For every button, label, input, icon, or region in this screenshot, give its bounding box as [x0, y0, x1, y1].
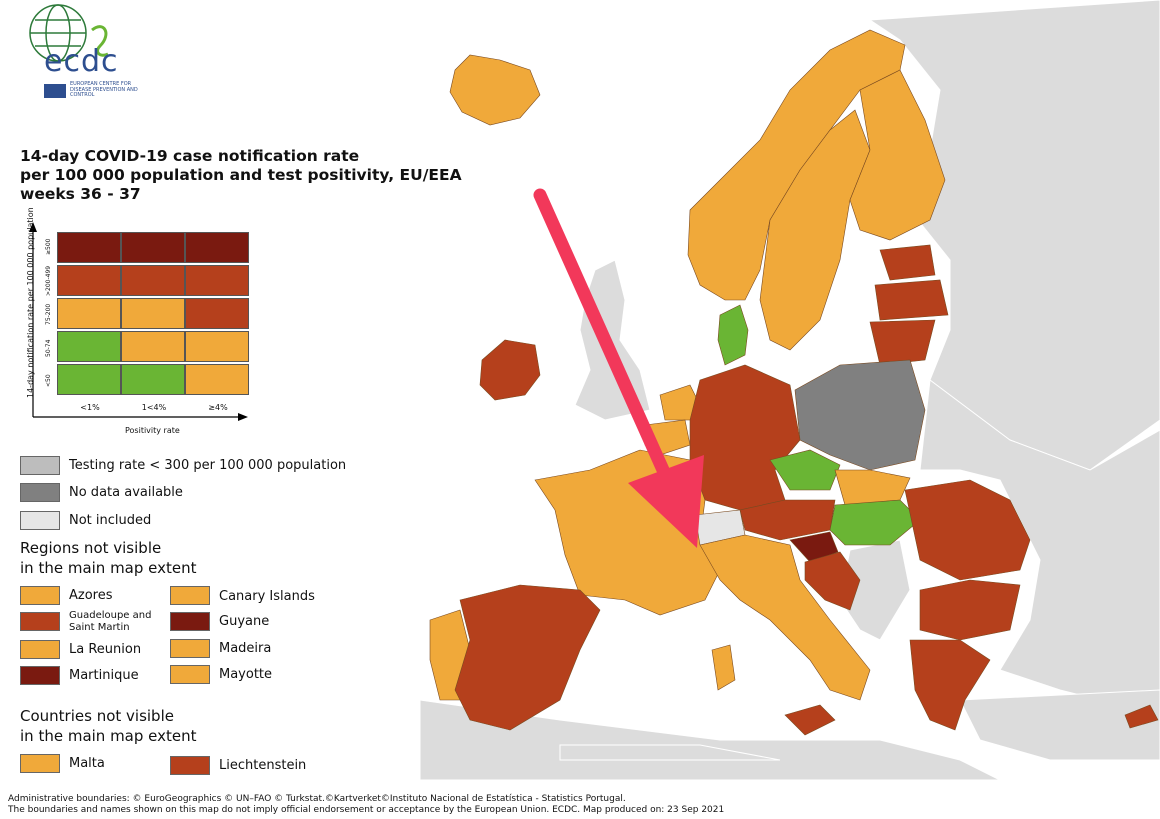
legend-swatch-no-data — [20, 483, 60, 502]
matrix-cell — [57, 364, 121, 395]
matrix-y-tick: 50-74 — [45, 339, 52, 357]
country-denmark — [717, 304, 749, 366]
ecdc-globe-icon — [29, 4, 109, 62]
region-swatch-la-reunion — [20, 640, 60, 659]
matrix-x-tick: 1<4% — [141, 403, 167, 412]
countries-heading-line-1: Countries not visible — [20, 707, 174, 725]
country-iceland — [449, 54, 541, 126]
matrix-y-label: 14-day notification rate per 100 000 pop… — [26, 207, 35, 398]
matrix-cell — [121, 232, 185, 263]
matrix-cell — [121, 298, 185, 329]
country-estonia — [879, 244, 936, 281]
matrix-cell — [121, 364, 185, 395]
region-swatch-canary-islands — [170, 586, 210, 605]
country-label-liechtenstein: Liechtenstein — [219, 758, 307, 773]
country-lithuania — [869, 319, 936, 366]
legend-swatch-testing-rate — [20, 456, 60, 475]
region-label-mayotte: Mayotte — [219, 667, 273, 682]
region-swatch-madeira — [170, 639, 210, 658]
country-slovenia — [789, 531, 839, 563]
region-swatch-martinique — [20, 666, 60, 685]
country-czechia — [769, 449, 841, 491]
matrix-cell — [57, 265, 121, 296]
matrix-cell — [57, 232, 121, 263]
country-swatch-liechtenstein — [170, 756, 210, 775]
region-swatch-mayotte — [170, 665, 210, 684]
matrix-cell — [121, 265, 185, 296]
map-title: 14-day COVID-19 case notification rate p… — [20, 147, 462, 204]
country-bulgaria — [919, 579, 1021, 641]
matrix-cell — [185, 265, 249, 296]
country-italy — [699, 534, 871, 701]
legend-label-testing-rate: Testing rate < 300 per 100 000 populatio… — [69, 458, 347, 473]
country-finland — [849, 69, 946, 241]
country-norway — [687, 29, 906, 301]
country-hungary — [829, 499, 921, 546]
country-poland — [794, 359, 926, 471]
footer-line-2: The boundaries and names shown on this m… — [8, 805, 725, 815]
matrix-axes — [29, 222, 248, 421]
region-label-canary-islands: Canary Islands — [219, 589, 315, 604]
legend-label-no-data: No data available — [69, 485, 183, 500]
region-swatch-guyane — [170, 612, 210, 631]
matrix-cell — [121, 331, 185, 362]
matrix-y-tick: 75-200 — [45, 303, 52, 325]
title-line-1: 14-day COVID-19 case notification rate — [20, 147, 360, 165]
matrix-x-label: Positivity rate — [125, 426, 180, 435]
region-label-martinique: Martinique — [69, 668, 139, 683]
region-swatch-guadeloupe — [20, 612, 60, 631]
matrix-x-tick: ≥4% — [208, 403, 228, 412]
region-label-azores: Azores — [69, 588, 113, 603]
countries-heading-line-2: in the main map extent — [20, 727, 197, 745]
legend-label-not-included: Not included — [69, 513, 152, 528]
country-ireland — [479, 339, 541, 401]
region-label-madeira: Madeira — [219, 641, 272, 656]
footer: Administrative boundaries: © EuroGeograp… — [8, 794, 724, 816]
matrix-x-tick: <1% — [80, 403, 100, 412]
arrow-annotation — [533, 188, 704, 548]
matrix-y-tick: <50 — [45, 374, 52, 387]
regions-heading: Regions not visible in the main map exte… — [20, 538, 197, 578]
title-line-2: per 100 000 population and test positivi… — [20, 166, 462, 184]
island-sicily — [784, 704, 836, 736]
country-swatch-malta — [20, 754, 60, 773]
country-romania — [904, 479, 1031, 581]
region-label-la-reunion: La Reunion — [69, 642, 142, 657]
matrix-y-tick: >200-499 — [45, 265, 52, 296]
logo-subtitle: European Centre for Disease Prevention a… — [70, 81, 138, 98]
country-cyprus — [1124, 704, 1159, 729]
region-swatch-azores — [20, 586, 60, 605]
eu-countries — [429, 29, 1159, 736]
matrix-cell — [57, 331, 121, 362]
countries-heading: Countries not visible in the main map ex… — [20, 706, 197, 746]
country-sweden — [759, 109, 871, 351]
matrix-cell — [185, 364, 249, 395]
country-greece — [909, 639, 991, 731]
island-sardinia — [711, 644, 736, 691]
country-latvia — [874, 279, 949, 321]
country-germany — [689, 364, 801, 511]
country-slovakia — [834, 469, 911, 506]
legend-swatch-not-included — [20, 511, 60, 530]
matrix-y-tick: ≥500 — [45, 238, 52, 255]
title-line-3: weeks 36 - 37 — [20, 185, 141, 203]
matrix-cell — [57, 298, 121, 329]
regions-heading-line-2: in the main map extent — [20, 559, 197, 577]
non-eu-land — [419, 0, 1160, 781]
regions-heading-line-1: Regions not visible — [20, 539, 162, 557]
region-label-guyane: Guyane — [219, 614, 270, 629]
country-label-malta: Malta — [69, 756, 105, 771]
country-croatia — [804, 551, 861, 611]
logo-text: ecdc — [44, 44, 119, 79]
country-spain — [454, 584, 601, 731]
region-label-guadeloupe: Guadeloupe and Saint Martin — [69, 610, 152, 633]
eu-flag-icon — [44, 84, 66, 98]
matrix-cell — [185, 331, 249, 362]
matrix-cell — [185, 298, 249, 329]
footer-line-1: Administrative boundaries: © EuroGeograp… — [8, 794, 626, 804]
matrix-cell — [185, 232, 249, 263]
